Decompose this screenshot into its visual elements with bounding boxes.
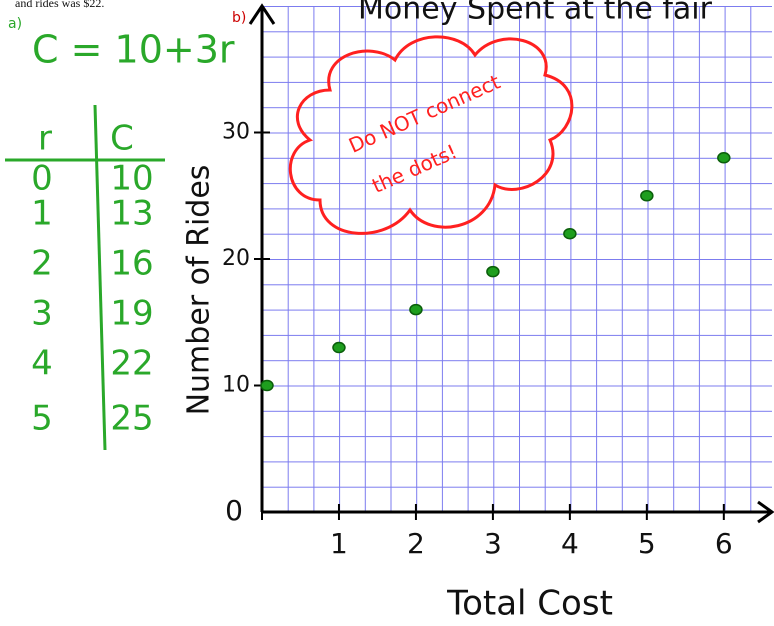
chart-title: Money Spent at the fair xyxy=(358,0,713,27)
point xyxy=(333,343,345,353)
point xyxy=(718,153,730,163)
table-cell: 19 xyxy=(110,294,153,334)
x-axis-label: Total Cost xyxy=(446,584,613,624)
table-cell: 4 xyxy=(31,344,53,384)
point xyxy=(487,267,499,277)
x-tick-label: 5 xyxy=(638,527,656,560)
table-cell: 2 xyxy=(31,244,53,284)
y-tick-label: 20 xyxy=(222,246,250,271)
table-cell: 5 xyxy=(31,399,53,439)
x-tick-label: 2 xyxy=(407,527,425,560)
table-cell: 1 xyxy=(31,194,53,234)
table-header: r xyxy=(38,119,52,159)
table-rule xyxy=(95,105,105,450)
point xyxy=(641,191,653,201)
x-tick-label: 3 xyxy=(484,527,502,560)
table-cell: 0 xyxy=(31,159,53,199)
table-header: C xyxy=(110,119,134,159)
x-tick-label: 1 xyxy=(330,527,348,560)
part-label: a) xyxy=(8,16,22,32)
point xyxy=(410,305,422,315)
y-tick-label: 30 xyxy=(222,120,250,145)
y-axis-label: Number of Rides xyxy=(182,165,217,416)
table-cell: 3 xyxy=(31,294,53,334)
whiteboard: and rides was $22. a) b) C = 10+3r rC010… xyxy=(0,0,774,626)
y-tick-label: 10 xyxy=(222,373,250,398)
problem-text: and rides was $22. xyxy=(15,0,104,10)
equation: C = 10+3r xyxy=(32,28,235,72)
x-tick-label: 6 xyxy=(715,527,733,560)
part-label: b) xyxy=(232,10,246,26)
value-table: r C 0 10 1 13 2 16 3 19 4 22 5 25 xyxy=(31,119,153,439)
x-tick-label: 4 xyxy=(561,527,579,560)
table-cell: 25 xyxy=(110,399,153,439)
table-cell: 22 xyxy=(110,344,153,384)
x-tick-label: 0 xyxy=(225,494,243,527)
table-cell: 16 xyxy=(110,244,153,284)
grid-paper xyxy=(262,6,772,512)
table-cell: 13 xyxy=(110,194,153,234)
point xyxy=(261,381,273,391)
point xyxy=(564,229,576,239)
table-cell: 10 xyxy=(110,159,153,199)
